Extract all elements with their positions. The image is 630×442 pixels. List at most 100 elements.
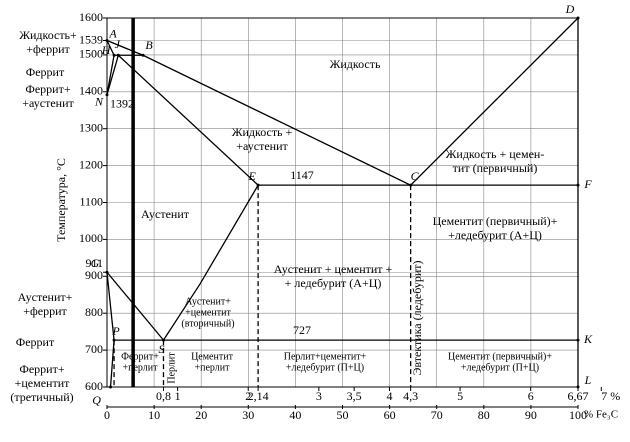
- phase-line: [106, 55, 119, 95]
- point-label: D: [565, 2, 575, 16]
- x2-tick-label: 30: [242, 408, 254, 422]
- phase-line: [106, 55, 115, 95]
- point: [105, 270, 109, 274]
- point-value-label: 1392: [110, 97, 134, 111]
- region-label: Жидкость +: [232, 125, 293, 139]
- region-label: Аустенит: [141, 207, 190, 221]
- point-label: A: [108, 26, 117, 40]
- phase-line: [106, 271, 164, 341]
- point-label: B: [145, 38, 153, 52]
- x-tick-label: 6: [528, 389, 534, 403]
- x2-tick-label: 0: [104, 408, 110, 422]
- point: [109, 385, 113, 389]
- x2-tick-label: 90: [525, 408, 537, 422]
- y-tick-label: 1000: [79, 231, 103, 245]
- point-label: H: [101, 43, 112, 57]
- region-label: (вторичный): [181, 318, 234, 329]
- region-label: Жидкость: [330, 57, 381, 71]
- region-label: +цементит: [15, 376, 71, 390]
- y-tick-label: 600: [85, 379, 103, 393]
- y-tick-label: 1200: [79, 157, 103, 171]
- region-label: Цементит (первичный)+: [448, 351, 552, 362]
- region-label: Аустенит + цементит +: [274, 262, 393, 276]
- region-label: +перлит: [122, 362, 158, 373]
- point: [576, 183, 580, 187]
- region-label: Феррит+: [121, 351, 159, 362]
- x2-tick-label: 50: [337, 408, 349, 422]
- x-tick-label: 6,67: [568, 389, 589, 403]
- x-tick-label: 0,8: [156, 389, 171, 403]
- region-label: +ледебурит (П+Ц): [286, 362, 364, 373]
- point-label: S: [158, 342, 164, 356]
- point-label: F: [583, 177, 592, 191]
- x-tick-label: 4,3: [403, 389, 418, 403]
- phase-line: [162, 184, 259, 341]
- x-tick-label: 1: [175, 389, 181, 403]
- x2-tick-label: 100: [569, 408, 587, 422]
- x-tick-label: 7 %: [601, 389, 620, 403]
- x2-tick-label: 10: [148, 408, 160, 422]
- region-label: Феррит: [26, 65, 65, 79]
- isotherm-label: 727: [293, 323, 311, 337]
- point: [409, 183, 413, 187]
- x-tick-label: 3,5: [347, 389, 362, 403]
- region-label: (третичный): [10, 390, 73, 404]
- point-label: G: [91, 256, 100, 270]
- point-label: N: [94, 95, 104, 109]
- point: [576, 16, 580, 20]
- point: [576, 338, 580, 342]
- x-tick-label: 2,14: [248, 389, 269, 403]
- y-tick-label: 1539: [79, 32, 103, 46]
- point-label: L: [584, 373, 592, 387]
- point-label: C: [411, 169, 420, 183]
- region-label: + ледебурит (А+Ц): [285, 276, 382, 290]
- region-label: Цементит (первичный)+: [433, 214, 558, 228]
- y-tick-label: 800: [85, 305, 103, 319]
- point: [112, 338, 116, 342]
- y-tick-label: 1300: [79, 120, 103, 134]
- point: [576, 385, 580, 389]
- point-label: J: [115, 37, 121, 51]
- point: [112, 53, 116, 57]
- isotherm-label: 1147: [290, 168, 314, 182]
- x2-tick-label: 20: [195, 408, 207, 422]
- y-tick-label: 1600: [79, 10, 103, 24]
- point: [105, 39, 109, 43]
- region-label: тит (первичный): [453, 161, 538, 175]
- point: [141, 53, 145, 57]
- y-tick-label: 1500: [79, 47, 103, 61]
- phase-line: [109, 340, 115, 388]
- x-tick-label: 2: [245, 389, 251, 403]
- x2-tick-label: 70: [431, 408, 443, 422]
- region-label: Перлит: [166, 352, 177, 384]
- region-label: Аустенит+: [185, 296, 231, 307]
- y-axis-label: Температура, °C: [54, 158, 68, 242]
- point: [116, 53, 120, 57]
- region-label: Феррит: [16, 335, 55, 349]
- region-label: +феррит: [23, 304, 67, 318]
- y-tick-label: 900: [85, 268, 103, 282]
- point: [256, 183, 260, 187]
- region-label: Перлит+цементит+: [284, 351, 367, 362]
- region-label: +ледебурит (А+Ц): [448, 228, 542, 242]
- point: [105, 93, 109, 97]
- x-tick-label: 4: [386, 389, 392, 403]
- point-label: P: [111, 324, 120, 338]
- x2-tick-label: 40: [289, 408, 301, 422]
- region-label: +аустенит: [22, 96, 74, 110]
- region-label: +аустенит: [236, 139, 288, 153]
- point-label: Q: [92, 393, 101, 407]
- region-label: Цементит: [191, 351, 234, 362]
- region-label: Жидкость+: [19, 28, 77, 42]
- x-tick-label: 3: [316, 389, 322, 403]
- y-tick-label: 1100: [79, 194, 103, 208]
- y-tick-label: 1400: [79, 84, 103, 98]
- x2-axis-label: % Fe₃C: [584, 409, 618, 421]
- region-label: +перлит: [194, 362, 230, 373]
- y-tick-label: 911: [85, 256, 103, 270]
- point-label: K: [583, 332, 593, 346]
- phase-line: [106, 17, 579, 186]
- region-label: Феррит+: [25, 82, 70, 96]
